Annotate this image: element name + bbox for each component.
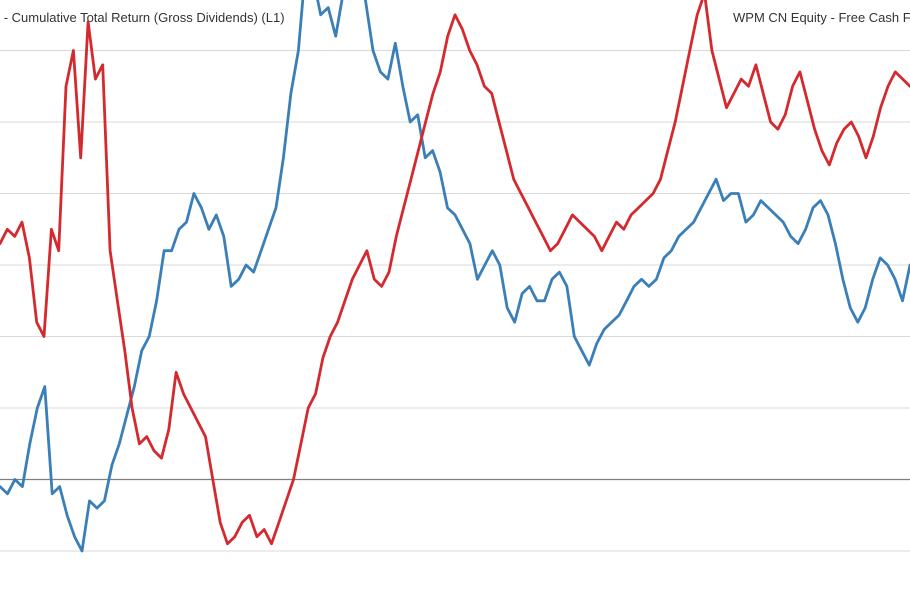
legend-series-2: WPM CN Equity - Free Cash F (733, 10, 910, 25)
series-line-1 (0, 0, 910, 553)
series-line-2 (0, 0, 910, 546)
legend-series-1: ty - Cumulative Total Return (Gross Divi… (0, 10, 285, 25)
